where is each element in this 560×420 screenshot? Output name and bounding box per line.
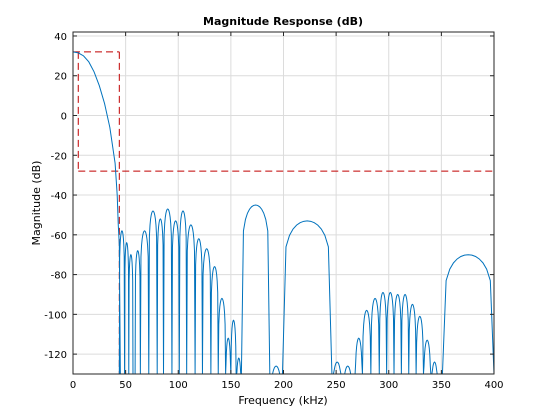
- x-tick-label: 400: [484, 380, 503, 391]
- x-tick-label: 250: [327, 380, 346, 391]
- y-tick-label: -60: [51, 231, 67, 242]
- x-tick-label: 100: [169, 380, 188, 391]
- x-tick-label: 300: [379, 380, 398, 391]
- chart-title: Magnitude Response (dB): [203, 15, 363, 28]
- y-tick-label: -80: [51, 271, 67, 282]
- y-tick-label: -20: [51, 151, 67, 162]
- y-tick-label: -100: [44, 310, 67, 321]
- grid: [72, 32, 495, 374]
- y-tick-label: -40: [51, 191, 67, 202]
- x-tick-label: 200: [274, 380, 293, 391]
- y-tick-label: 20: [54, 72, 67, 83]
- x-tick-label: 150: [221, 380, 240, 391]
- y-tick-label: 40: [54, 32, 67, 43]
- x-tick-label: 350: [432, 380, 451, 391]
- y-axis-label: Magnitude (dB): [30, 161, 43, 246]
- ticks: 0 50 100 150 200 250 300 350 40040200-20-40-60-8…: [44, 32, 503, 391]
- x-tick-label: 50: [119, 380, 132, 391]
- x-axis-label: Frequency (kHz): [238, 394, 327, 407]
- x-tick-label: 0: [70, 380, 76, 391]
- y-tick-label: 0: [61, 112, 67, 123]
- y-tick-label: -120: [44, 350, 67, 361]
